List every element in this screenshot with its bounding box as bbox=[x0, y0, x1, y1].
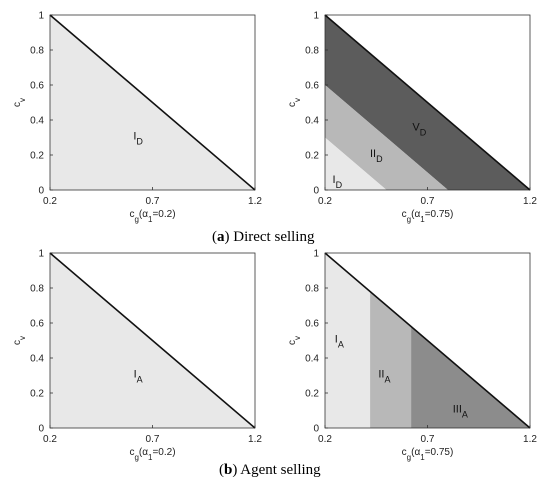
panel-a-right: 0.2 0.7 1.200.20.40.60.81cg(α1=0.75)cvVDII… bbox=[287, 11, 537, 224]
y-tick-label: 0.8 bbox=[305, 284, 319, 295]
x-axis-label: cg(α1=0.75) bbox=[402, 447, 454, 462]
y-tick-label: 0.2 bbox=[30, 151, 44, 162]
region-label-1: IA bbox=[335, 333, 344, 349]
y-axis-label: cv bbox=[12, 98, 27, 107]
x-axis-label: cg(α1=0.2) bbox=[129, 447, 175, 462]
caption-a-letter: a bbox=[217, 229, 225, 245]
region-label-1: ID bbox=[133, 130, 143, 146]
y-axis-label: cv bbox=[12, 336, 27, 345]
region-label-3: IIIA bbox=[453, 403, 468, 419]
y-tick-label: 0.6 bbox=[305, 81, 319, 92]
y-tick-label: 0.6 bbox=[30, 81, 44, 92]
caption-a: (a) Direct selling bbox=[212, 229, 315, 245]
y-tick-label: 0.2 bbox=[30, 389, 44, 400]
x-tick-label: 1.2 bbox=[248, 434, 262, 445]
y-tick-label: 0.8 bbox=[30, 284, 44, 295]
region-label-1: IA bbox=[134, 368, 143, 384]
boundary-line bbox=[49, 252, 256, 429]
y-tick-label: 0.8 bbox=[30, 46, 44, 57]
region-1 bbox=[325, 253, 371, 428]
x-tick-label: 0.7 bbox=[146, 434, 160, 445]
region-label-2: IID bbox=[370, 148, 383, 164]
region-label-2: IIA bbox=[378, 368, 390, 384]
boundary-line bbox=[324, 14, 531, 191]
caption-b: (b) Agent selling bbox=[219, 462, 321, 478]
y-tick-label: 0.2 bbox=[305, 151, 319, 162]
region-label-3: ID bbox=[333, 174, 343, 190]
y-tick-label: 0 bbox=[38, 186, 44, 197]
region-label-1: VD bbox=[412, 122, 426, 138]
y-axis-label: cv bbox=[287, 336, 302, 345]
y-tick-label: 0.2 bbox=[305, 389, 319, 400]
y-tick-label: 0.6 bbox=[30, 319, 44, 330]
x-tick-label: 0.2 bbox=[43, 196, 57, 207]
x-tick-label: 0.7 bbox=[421, 434, 435, 445]
boundary-line bbox=[49, 14, 256, 191]
region-3 bbox=[325, 137, 387, 190]
y-tick-label: 1 bbox=[38, 11, 44, 22]
x-tick-label: 0.2 bbox=[318, 434, 332, 445]
x-tick-label: 1.2 bbox=[523, 434, 537, 445]
x-axis-label: cg(α1=0.75) bbox=[402, 209, 454, 224]
x-axis-label: cg(α1=0.2) bbox=[129, 209, 175, 224]
y-tick-label: 0.8 bbox=[305, 46, 319, 57]
region-2 bbox=[370, 291, 412, 428]
caption-b-text: Agent selling bbox=[240, 462, 321, 478]
y-tick-label: 0.4 bbox=[305, 354, 319, 365]
x-tick-label: 0.2 bbox=[43, 434, 57, 445]
x-tick-label: 1.2 bbox=[248, 196, 262, 207]
y-tick-label: 0.6 bbox=[305, 319, 319, 330]
x-tick-label: 1.2 bbox=[523, 196, 537, 207]
x-tick-label: 0.7 bbox=[146, 196, 160, 207]
y-tick-label: 0 bbox=[38, 424, 44, 435]
y-tick-label: 0 bbox=[313, 424, 319, 435]
y-tick-label: 1 bbox=[313, 11, 319, 22]
caption-a-text: Direct selling bbox=[233, 229, 315, 245]
y-tick-label: 0.4 bbox=[305, 116, 319, 127]
y-tick-label: 0 bbox=[313, 186, 319, 197]
y-tick-label: 0.4 bbox=[30, 354, 44, 365]
boundary-line bbox=[324, 252, 531, 429]
y-tick-label: 1 bbox=[313, 249, 319, 260]
x-tick-label: 0.2 bbox=[318, 196, 332, 207]
caption-b-letter: b bbox=[224, 462, 232, 478]
y-tick-label: 1 bbox=[38, 249, 44, 260]
y-axis-label: cv bbox=[287, 98, 302, 107]
y-tick-label: 0.4 bbox=[30, 116, 44, 127]
x-tick-label: 0.7 bbox=[421, 196, 435, 207]
